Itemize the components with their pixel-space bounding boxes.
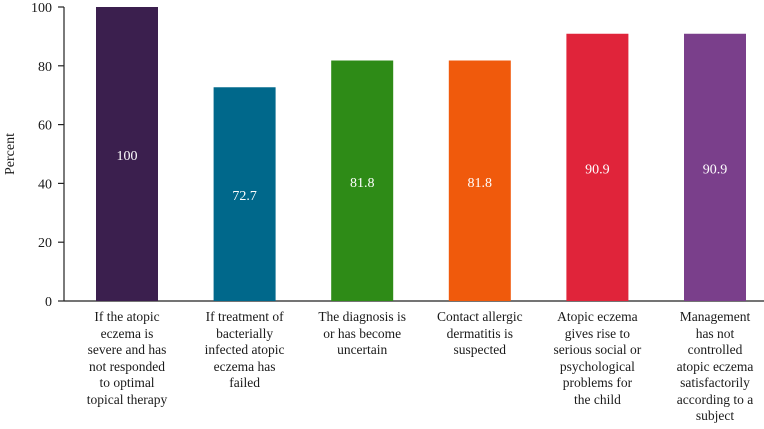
- x-category-label-line: eczema is: [100, 325, 154, 341]
- x-category-label-line: atopic eczema: [676, 358, 754, 374]
- x-category-label-line: If the atopic: [94, 309, 160, 324]
- bars: 100 72.7 81.8 81.8 90.9 90.9: [96, 7, 746, 302]
- bar: [331, 60, 394, 302]
- axes: 0 20 40 60 80 100: [31, 1, 764, 310]
- x-category-label-line: topical therapy: [86, 391, 168, 407]
- x-category-label-line: severe and has: [87, 342, 167, 357]
- bar-value-label: 72.7: [232, 189, 257, 204]
- x-category-label-line: uncertain: [337, 342, 388, 357]
- x-category-label-line: or has become: [323, 325, 402, 341]
- y-tick-label: 40: [38, 177, 52, 192]
- bar-value-label: 81.8: [468, 176, 493, 191]
- bar: [96, 7, 158, 301]
- y-tick-label: 20: [38, 236, 52, 251]
- y-axis-title-group: Percent: [3, 133, 18, 175]
- bar-value-label: 81.8: [350, 176, 375, 191]
- x-category-label-line: eczema has: [213, 358, 276, 374]
- x-category-label-line: serious social or: [553, 342, 642, 357]
- bar: [448, 60, 511, 302]
- y-tick-label: 100: [31, 1, 52, 16]
- x-category-label: Atopic eczema gives rise to serious social…: [529, 309, 665, 408]
- x-category-label-line: infected atopic: [204, 342, 285, 357]
- x-category-label-line: If treatment of: [205, 309, 284, 324]
- x-category-label: If the atopic eczema is severe and has not …: [59, 309, 195, 408]
- bar-value-label: 100: [117, 149, 138, 164]
- x-category-label-line: problems for: [562, 375, 633, 390]
- y-tick-label: 0: [45, 295, 52, 310]
- y-axis-title: Percent: [3, 133, 18, 175]
- x-category-label-line: the child: [573, 391, 621, 407]
- x-category-label-line: Atopic eczema: [557, 309, 638, 324]
- x-category-label-line: The diagnosis is: [318, 309, 407, 324]
- x-category-label-line: not responded: [88, 358, 166, 374]
- x-category-label-line: suspected: [453, 342, 507, 357]
- x-category-label: The diagnosis is or has become uncertain: [294, 309, 430, 359]
- x-category-label-line: according to a: [676, 391, 754, 407]
- y-tick-label: 60: [38, 119, 52, 134]
- x-category-label-line: to optimal: [99, 375, 155, 390]
- bar-value-label: 90.9: [585, 162, 610, 177]
- bar: [213, 87, 276, 302]
- bar-value-label: 90.9: [703, 162, 728, 177]
- x-category-label-line: subject: [695, 408, 735, 423]
- bar: [566, 33, 629, 302]
- x-category-label: Contact allergic dermatitis is suspected: [412, 309, 548, 359]
- x-category-label-line: Contact allergic: [436, 309, 523, 324]
- x-category-label-line: controlled: [687, 342, 743, 357]
- x-category-label-line: bacterially: [216, 325, 274, 341]
- x-category-label-line: Management: [679, 309, 751, 324]
- x-category-label-line: failed: [229, 375, 260, 390]
- x-category-label-line: satisfactorily: [680, 375, 750, 390]
- x-category-label-line: psychological: [559, 358, 635, 374]
- x-category-label-line: dermatitis is: [446, 325, 513, 341]
- x-category-label-line: has not: [695, 325, 735, 341]
- x-category-label: Management has not controlled atopic eczema…: [647, 309, 764, 425]
- x-category-label: If treatment of bacterially infected atopi…: [177, 309, 313, 392]
- y-tick-label: 80: [38, 60, 52, 75]
- bar: [684, 33, 746, 302]
- x-category-label-line: gives rise to: [564, 325, 631, 341]
